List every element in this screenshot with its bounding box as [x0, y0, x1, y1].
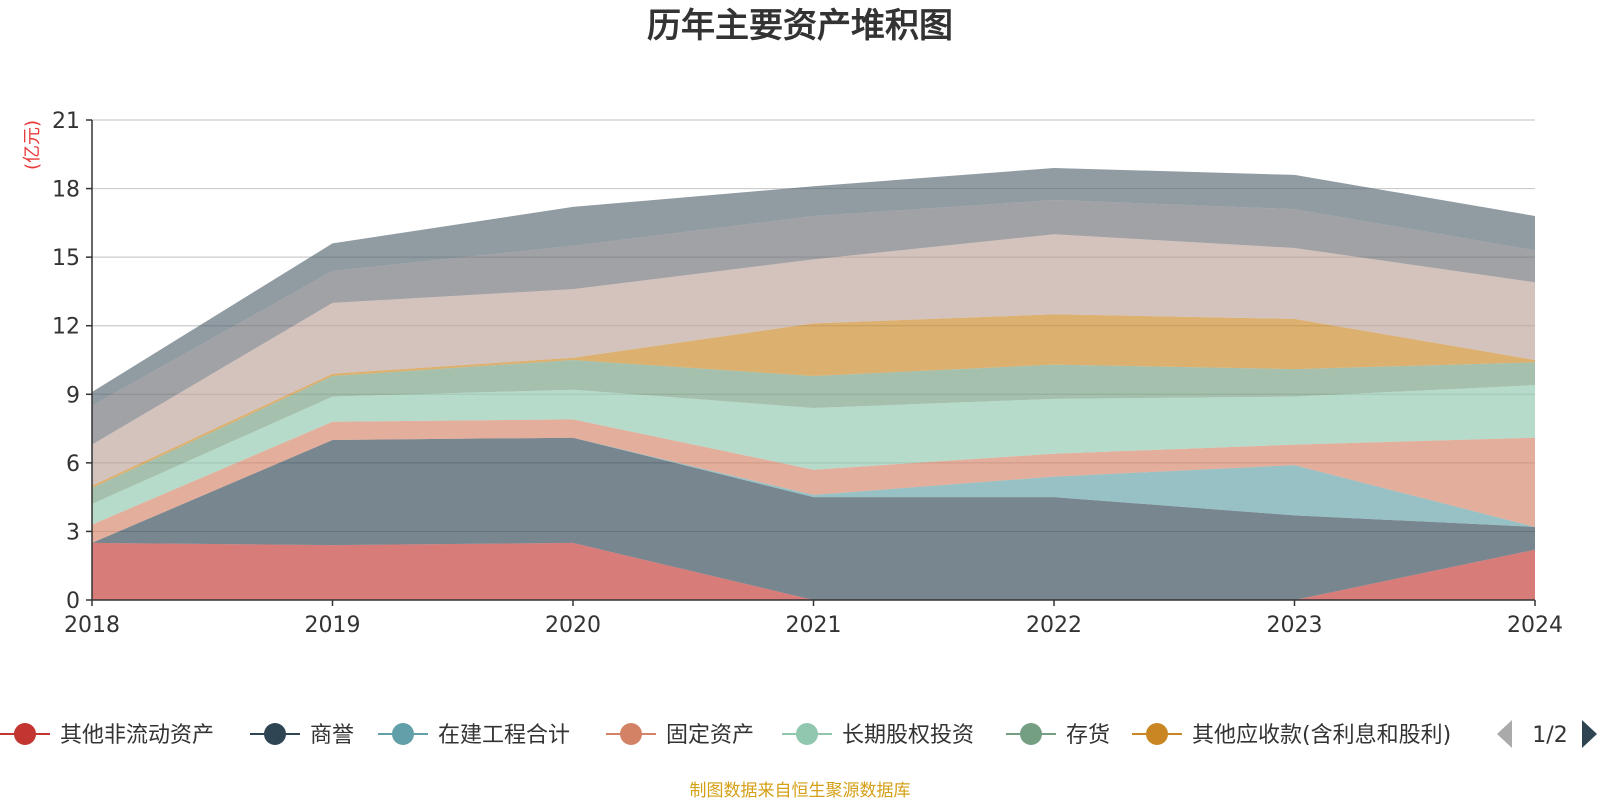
legend-dot-icon — [1020, 723, 1042, 745]
legend-dot-icon — [1146, 723, 1168, 745]
area-series-其他非流动资产 — [92, 542, 1535, 600]
y-tick-label: 12 — [52, 315, 80, 340]
legend-label: 长期股权投资 — [842, 723, 974, 748]
legend-item[interactable]: 其他应收款(含利息和股利) — [1132, 723, 1451, 748]
area-series-其他系列10 — [92, 168, 1535, 406]
legend-dot-icon — [796, 723, 818, 745]
y-tick-label: 0 — [66, 589, 80, 614]
legend-dot-icon — [620, 723, 642, 745]
legend-label: 商誉 — [310, 723, 354, 748]
legend-prev-page-icon[interactable] — [1497, 720, 1512, 748]
y-tick-label: 21 — [52, 109, 80, 134]
legend-label: 其他应收款(含利息和股利) — [1192, 723, 1451, 748]
area-series-在建工程合计 — [92, 437, 1535, 543]
x-tick-label: 2023 — [1267, 613, 1323, 638]
legend-label: 其他非流动资产 — [60, 723, 214, 748]
legend-item[interactable]: 存货 — [1006, 723, 1110, 748]
area-series-商誉 — [92, 437, 1535, 600]
legend-next-page-icon[interactable] — [1582, 720, 1597, 748]
x-tick-label: 2020 — [545, 613, 601, 638]
legend-item[interactable]: 商誉 — [250, 723, 354, 748]
legend-dot-icon — [392, 723, 414, 745]
y-tick-label: 15 — [52, 246, 80, 271]
legend-label: 存货 — [1066, 723, 1110, 748]
legend-dot-icon — [264, 723, 286, 745]
legend-label: 在建工程合计 — [438, 723, 570, 748]
y-tick-label: 18 — [52, 178, 80, 203]
y-tick-label: 9 — [66, 383, 80, 408]
x-tick-label: 2019 — [305, 613, 361, 638]
x-tick-label: 2022 — [1026, 613, 1082, 638]
area-series-其他系列9 — [92, 200, 1535, 445]
y-tick-label: 6 — [66, 452, 80, 477]
legend-item[interactable]: 固定资产 — [606, 723, 754, 748]
data-source-note: 制图数据来自恒生聚源数据库 — [690, 781, 911, 800]
x-tick-label: 2024 — [1507, 613, 1563, 638]
chart-title: 历年主要资产堆积图 — [647, 6, 953, 46]
area-series-固定资产 — [92, 419, 1535, 543]
x-tick-label: 2021 — [786, 613, 842, 638]
legend-pager: 1/2 — [1497, 720, 1597, 748]
area-series — [92, 168, 1535, 600]
y-axis-unit: (亿元) — [22, 120, 43, 170]
x-tick-label: 2018 — [64, 613, 120, 638]
axes: 2018 2019 2020 2021 2022 2023 2024 — [64, 119, 1563, 638]
area-series-其他系列8 — [92, 234, 1535, 486]
legend-dot-icon — [14, 723, 36, 745]
legend-item[interactable]: 在建工程合计 — [378, 723, 570, 748]
legend-item[interactable]: 其他非流动资产 — [0, 723, 214, 748]
legend-page-indicator: 1/2 — [1532, 723, 1567, 748]
area-series-存货 — [92, 360, 1535, 504]
area-series-其他应收款(含利息和股利) — [92, 314, 1535, 488]
y-tick-label: 3 — [66, 520, 80, 545]
area-series-长期股权投资 — [92, 385, 1535, 525]
legend-label: 固定资产 — [666, 723, 754, 748]
legend: 其他非流动资产 商誉 在建工程合计 固定资产 长期股权投资 存货 其他应收款(含利息和股利) — [0, 723, 1451, 748]
legend-item[interactable]: 长期股权投资 — [782, 723, 974, 748]
